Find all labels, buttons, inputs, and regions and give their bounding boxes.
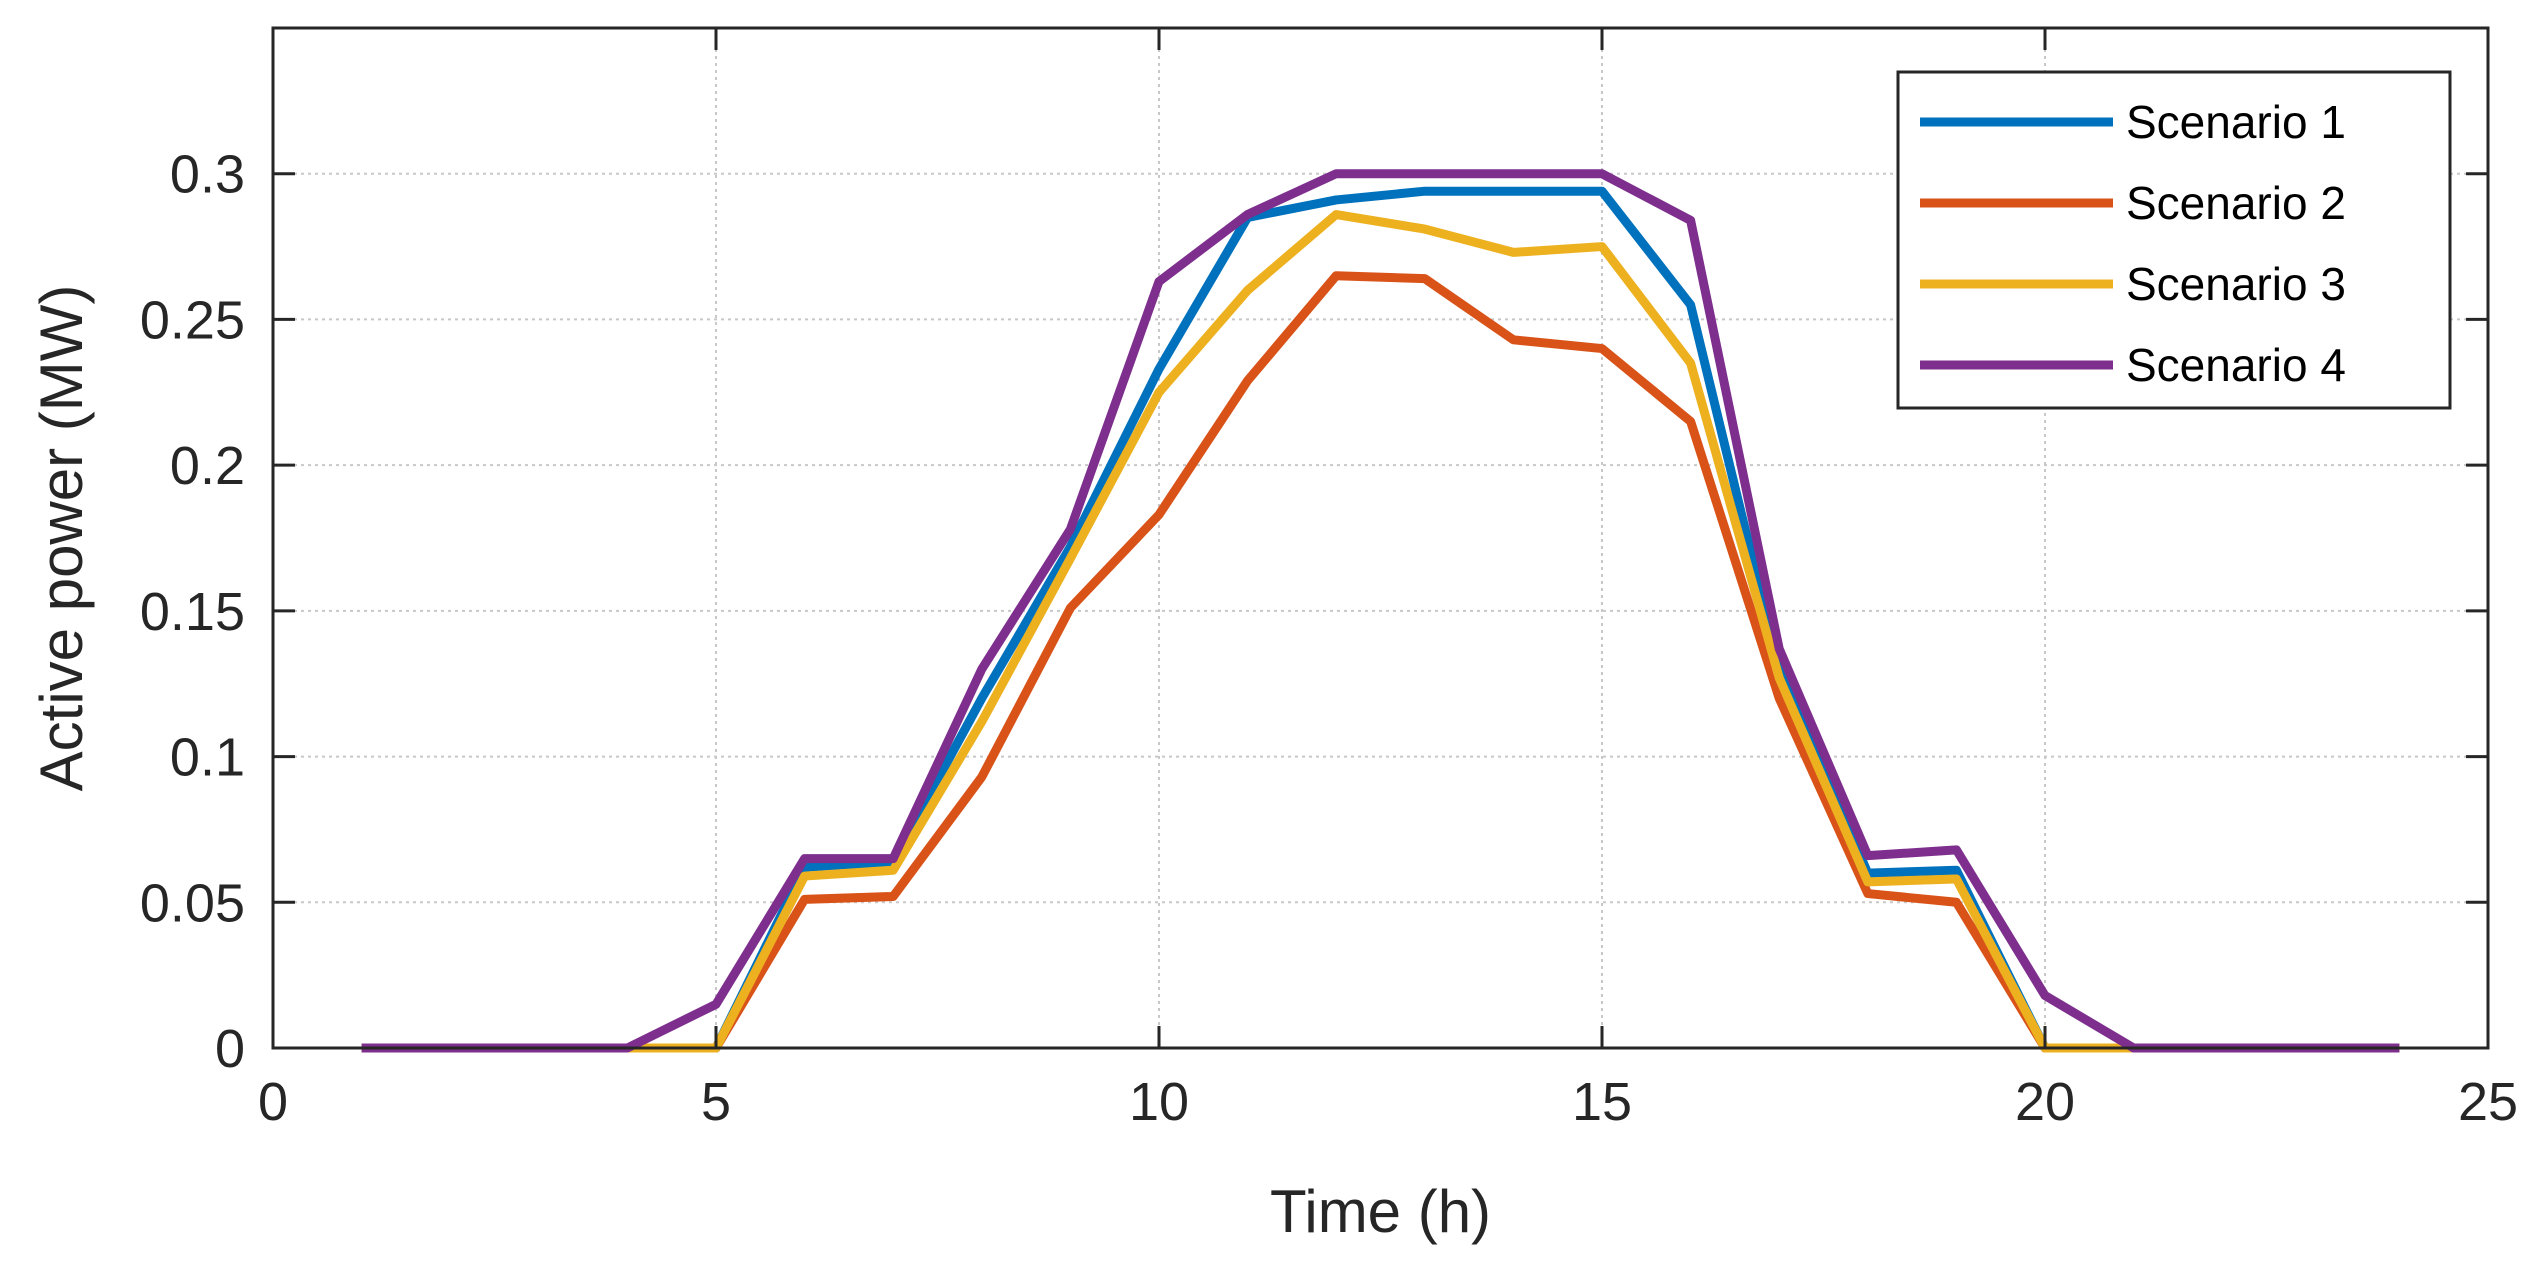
x-tick-label: 0 [258,1072,288,1132]
legend-label-scenario-2: Scenario 2 [2126,177,2346,229]
y-axis-label: Active power (MW) [28,285,95,792]
legend-label-scenario-3: Scenario 3 [2126,258,2346,310]
plot-frame [271,26,2490,1050]
x-tick-label: 5 [701,1072,731,1132]
y-tick-label: 0.3 [170,145,245,205]
y-tick-label: 0.25 [140,290,245,350]
x-tick-label: 15 [1572,1072,1632,1132]
y-tick-label: 0.15 [140,582,245,642]
x-tick-label: 20 [2015,1072,2075,1132]
x-tick-label: 10 [1129,1072,1189,1132]
axis-ticks [271,28,2490,1050]
x-axis-label: Time (h) [1270,1178,1491,1245]
y-tick-label: 0.1 [170,728,245,788]
series-line-scenario-4 [361,169,2400,1053]
axis-tick-labels: 0 5 10 15 20 25 0 0.05 0.1 0.15 0.2 0.25 0.3 [140,145,2518,1132]
x-tick-label: 25 [2458,1072,2518,1132]
legend-box [1896,70,2452,410]
y-tick-label: 0.05 [140,873,245,933]
legend-label-scenario-1: Scenario 1 [2126,96,2346,148]
y-tick-label: 0.2 [170,436,245,496]
legend-label-scenario-4: Scenario 4 [2126,339,2346,391]
y-tick-label: 0 [215,1019,245,1079]
legend: Scenario 1 Scenario 2 Scenario 3 Scenario 4 [1896,70,2452,410]
